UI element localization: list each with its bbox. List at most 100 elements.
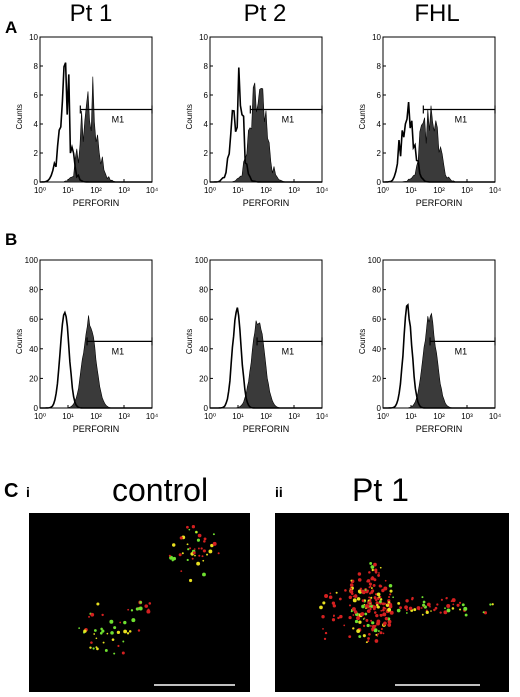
fluorescence-dot <box>371 589 375 593</box>
fluorescence-dot <box>95 646 98 649</box>
fluorescence-dot <box>379 631 383 635</box>
y-tick-label: 60 <box>199 315 208 324</box>
fluorescence-dot <box>459 608 462 611</box>
fluorescence-dot <box>139 600 143 604</box>
fluorescence-dot <box>382 606 386 610</box>
y-tick-label: 6 <box>204 91 209 100</box>
y-tick-label: 20 <box>29 374 38 383</box>
fluorescence-dot <box>146 609 151 614</box>
x-tick-label: 10⁰ <box>34 186 46 195</box>
histogram-b-3: 100 80 60 40 20 0 Counts 10⁰ 10¹ 10² 10³ 10⁴ PERFORI… <box>358 256 502 434</box>
fluorescence-dot <box>369 592 372 595</box>
fluorescence-dot <box>362 618 365 620</box>
histogram-a-2: 10 8 6 4 2 0 Counts 10⁰ 10¹ 10² 10³ 10⁴ PERFORIN M1 <box>185 33 329 208</box>
fluorescence-dot <box>444 607 446 610</box>
fluorescence-dot <box>130 609 134 612</box>
fluorescence-dot <box>387 601 391 604</box>
fluorescence-dot <box>169 555 174 560</box>
fluorescence-dot <box>377 633 380 635</box>
fluorescence-dot <box>408 606 413 611</box>
fluorescence-dot <box>365 641 368 644</box>
x-tick-label: 10⁴ <box>316 412 329 421</box>
column-title-pt2: Pt 2 <box>243 0 287 27</box>
fluorescence-dot <box>217 552 220 555</box>
fluorescence-dot <box>397 601 401 605</box>
fluorescence-dot <box>186 525 189 529</box>
fluorescence-dot <box>482 611 485 614</box>
fluorescence-dot <box>376 635 379 637</box>
fluorescence-dot <box>458 601 462 604</box>
fluorescence-dot <box>88 615 90 618</box>
y-axis-label: Counts <box>358 104 367 129</box>
fluorescence-dot <box>381 602 385 606</box>
x-tick-label: 10³ <box>118 186 130 195</box>
x-tick-label: 10⁰ <box>204 412 216 421</box>
fluorescence-dot <box>372 583 376 587</box>
fluorescence-dot <box>350 579 353 582</box>
x-tick-label: 10² <box>260 186 272 195</box>
fluorescence-dot <box>405 612 408 614</box>
y-tick-label: 2 <box>204 149 209 158</box>
micrograph-pt1 <box>275 513 509 692</box>
fluorescence-dot <box>335 591 338 594</box>
fluorescence-dot <box>144 604 149 608</box>
fluorescence-dot <box>375 603 379 607</box>
y-tick-label: 40 <box>29 345 38 354</box>
fluorescence-dot <box>384 579 387 582</box>
fluorescence-dot <box>366 609 371 614</box>
fluorescence-dot <box>354 594 357 597</box>
fluorescence-dot <box>93 633 96 635</box>
fluorescence-dot <box>195 531 198 534</box>
fluorescence-dot <box>210 543 214 548</box>
fluorescence-dot <box>464 613 468 617</box>
fluorescence-dot <box>356 597 361 601</box>
fluorescence-dot <box>348 635 352 639</box>
y-tick-label: 10 <box>372 33 381 42</box>
fluorescence-dot <box>422 600 426 604</box>
m1-gate-label: M1 <box>455 115 468 125</box>
fluorescence-dot <box>106 632 109 635</box>
y-tick-label: 40 <box>372 345 381 354</box>
micrograph-control-dots <box>78 525 235 686</box>
fluorescence-dot <box>178 553 182 557</box>
fluorescence-dot <box>389 603 393 607</box>
y-tick-label: 60 <box>29 315 38 324</box>
fluorescence-dot <box>187 548 190 551</box>
y-tick-label: 80 <box>199 286 208 295</box>
fluorescence-dot <box>359 587 363 591</box>
x-axis-label: PERFORIN <box>416 424 463 434</box>
fluorescence-dot <box>446 608 451 613</box>
fluorescence-dot <box>369 625 372 627</box>
y-tick-label: 6 <box>377 91 382 100</box>
x-tick-label: 10⁴ <box>489 412 502 421</box>
fluorescence-dot <box>349 583 354 587</box>
fluorescence-dot <box>353 610 358 614</box>
fluorescence-dot <box>440 598 443 601</box>
x-tick-label: 10³ <box>461 412 473 421</box>
fluorescence-dot <box>379 598 383 601</box>
fluorescence-dot <box>364 588 367 592</box>
fluorescence-dot <box>368 586 371 589</box>
fluorescence-dot <box>367 599 370 602</box>
y-tick-label: 80 <box>372 286 381 295</box>
fluorescence-dot <box>321 615 325 619</box>
y-tick-label: 8 <box>34 62 39 71</box>
fluorescence-dot <box>383 621 387 626</box>
x-tick-label: 10¹ <box>62 412 74 421</box>
fluorescence-dot <box>379 566 382 569</box>
x-tick-label: 10² <box>433 412 445 421</box>
fluorescence-dot <box>329 592 332 595</box>
fluorescence-dot <box>332 615 335 617</box>
fluorescence-dot <box>367 637 370 640</box>
fluorescence-dot <box>356 629 361 634</box>
fluorescence-dot <box>456 603 460 607</box>
y-tick-label: 10 <box>199 33 208 42</box>
y-axis-label: Counts <box>15 104 24 129</box>
x-tick-label: 10⁴ <box>146 412 159 421</box>
filled-histogram <box>210 320 322 409</box>
x-tick-label: 10⁴ <box>316 186 329 195</box>
fluorescence-dot <box>92 647 95 650</box>
fluorescence-dot <box>357 572 362 576</box>
micrograph-control <box>29 513 250 692</box>
